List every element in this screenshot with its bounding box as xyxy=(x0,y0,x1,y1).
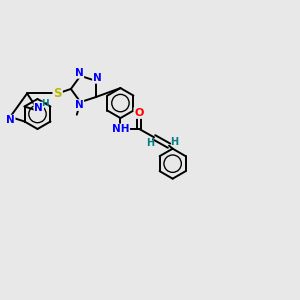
Text: NH: NH xyxy=(112,124,129,134)
Text: H: H xyxy=(146,138,154,148)
Text: N: N xyxy=(6,116,15,125)
Text: N: N xyxy=(34,103,43,112)
Text: O: O xyxy=(134,108,144,118)
Text: N: N xyxy=(74,100,83,110)
Text: N: N xyxy=(93,73,102,83)
Text: S: S xyxy=(53,87,62,100)
Text: H: H xyxy=(170,137,178,147)
Text: N: N xyxy=(74,68,83,78)
Text: H: H xyxy=(42,99,49,108)
